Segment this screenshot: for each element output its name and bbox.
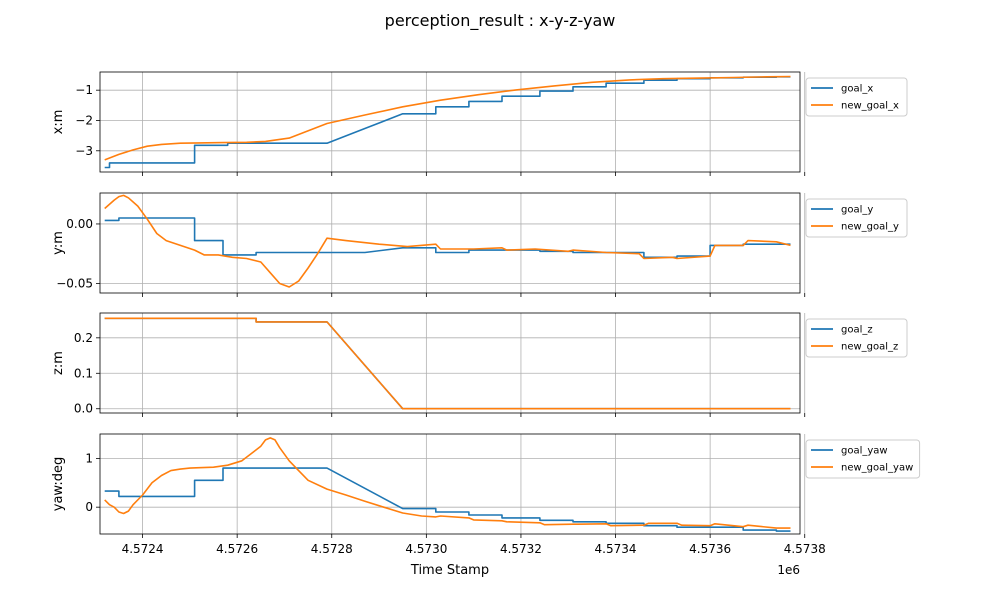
y-axis-label: yaw:deg (51, 457, 66, 511)
y-tick-label: 0.1 (74, 366, 93, 380)
series-line-goal_z (104, 317, 791, 410)
x-tick-label: 4.5738 (784, 542, 826, 556)
legend-entry: goal_yaw (841, 446, 888, 457)
plot-frame (99, 71, 801, 173)
x-tick-label: 4.5736 (689, 542, 731, 556)
legend-entry: new_goal_yaw (841, 463, 913, 474)
legend-entry: goal_y (841, 205, 873, 216)
x-tick-label: 4.5728 (311, 542, 353, 556)
y-tick-label: 0.0 (74, 402, 93, 416)
legend-frame (805, 439, 921, 479)
y-tick-label: −2 (75, 113, 93, 127)
legend-entry: new_goal_y (841, 222, 899, 233)
series-line-goal_y (104, 217, 791, 259)
series-line-new_goal_y (104, 194, 791, 288)
x-tick-label: 4.5732 (500, 542, 542, 556)
y-tick-label: −0.05 (56, 276, 93, 290)
chart-title: perception_result : x-y-z-yaw (385, 11, 616, 31)
legend: goal_z new_goal_z (805, 318, 908, 358)
panel-y: 0.00 −0.05 y:m goal_y new_goal_y (51, 192, 908, 297)
y-axis-label: y:m (51, 231, 66, 255)
y-tick-label: 0.00 (66, 217, 93, 231)
legend-entry: new_goal_z (841, 342, 898, 353)
plot-frame (99, 192, 801, 294)
x-axis-label: Time Stamp (410, 563, 489, 578)
y-tick-label: 0 (85, 500, 93, 514)
x-tick-label: 4.5730 (405, 542, 447, 556)
legend-entry: goal_z (841, 325, 873, 336)
series-line-new_goal_z (104, 317, 791, 410)
legend: goal_y new_goal_y (805, 198, 908, 238)
x-tick-label: 4.5724 (122, 542, 164, 556)
x-tick-label: 4.5734 (595, 542, 637, 556)
y-tick-label: 1 (85, 451, 93, 465)
x-tick-label: 4.5726 (216, 542, 258, 556)
y-axis-label: x:m (51, 110, 66, 135)
panel-z: 0.2 0.1 0.0 z:m goal_z new_goal_z (51, 312, 908, 417)
legend-entry: new_goal_x (841, 101, 899, 112)
y-axis-label: z:m (51, 351, 66, 375)
plot-frame (99, 312, 801, 414)
legend: goal_yaw new_goal_yaw (805, 439, 921, 479)
series-line-new_goal_x (104, 75, 791, 161)
plot-frame (99, 433, 801, 535)
x-offset-label: 1e6 (777, 563, 800, 577)
legend-entry: goal_x (841, 84, 873, 95)
series-line-goal_yaw (104, 467, 791, 532)
panel-x: −1 −2 −3 x:m goal_x new_goal_x (51, 71, 908, 176)
series-line-new_goal_yaw (104, 437, 791, 529)
y-tick-label: 0.2 (74, 331, 93, 345)
panel-yaw: 1 0 4.5724 4.5726 4.5728 4.5730 4.5732 4.5734 4.… (51, 433, 921, 556)
legend: goal_x new_goal_x (805, 77, 908, 117)
y-tick-label: −3 (75, 144, 93, 158)
y-tick-label: −1 (75, 83, 93, 97)
